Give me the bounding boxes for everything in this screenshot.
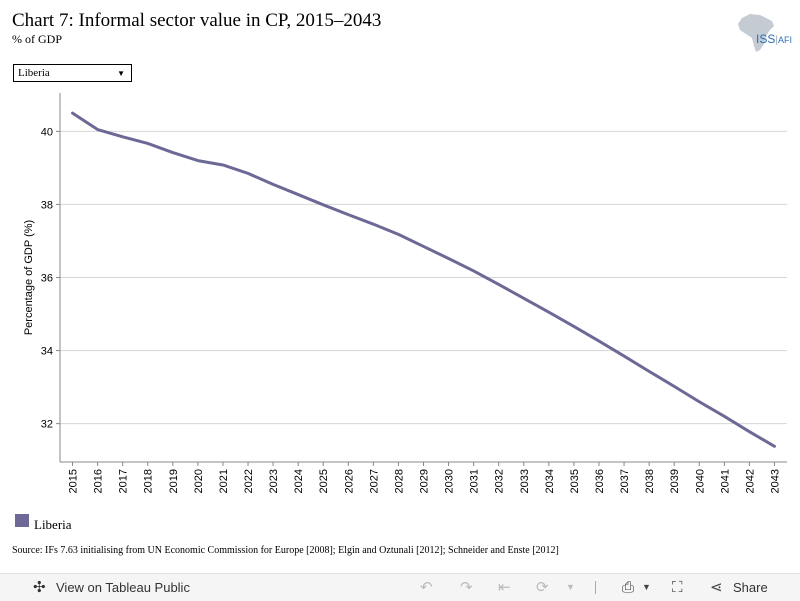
x-tick-label: 2030 xyxy=(444,469,456,493)
y-tick-label: 38 xyxy=(41,199,53,211)
chart-title: Chart 7: Informal sector value in CP, 20… xyxy=(12,10,382,31)
series-lines xyxy=(71,111,776,448)
legend-label: Liberia xyxy=(34,517,72,532)
fullscreen-icon[interactable]: ⛶ xyxy=(672,579,683,596)
y-tick-label: 34 xyxy=(41,346,53,358)
x-tick-label: 2031 xyxy=(469,469,481,493)
revert-icon[interactable]: ⇤ xyxy=(498,579,511,596)
download-icon[interactable]: ⎙ xyxy=(622,579,635,596)
africa-map-icon xyxy=(738,14,774,52)
redo-icon[interactable]: ↷ xyxy=(460,579,473,596)
x-tick-label: 2037 xyxy=(619,469,631,493)
x-tick-label: 2019 xyxy=(168,469,180,493)
share-icon[interactable]: ⋖ xyxy=(710,579,723,596)
x-tick-label: 2016 xyxy=(93,469,105,493)
x-tick-label: 2040 xyxy=(694,469,706,493)
download-menu-chevron-icon[interactable]: ▼ xyxy=(642,582,651,592)
x-tick-label: 2035 xyxy=(569,469,581,493)
x-tick-label: 2018 xyxy=(143,469,155,493)
country-filter-dropdown[interactable]: Liberia ▼ xyxy=(13,64,132,82)
chevron-down-icon: ▼ xyxy=(117,69,125,78)
source-note: Source: IFs 7.63 initialising from UN Ec… xyxy=(12,545,559,556)
x-tick-label: 2015 xyxy=(68,469,80,493)
x-tick-label: 2033 xyxy=(519,469,531,493)
x-tick-label: 2029 xyxy=(419,469,431,493)
x-tick-label: 2038 xyxy=(644,469,656,493)
logo-iss: ISS xyxy=(756,32,775,46)
x-tick-label: 2023 xyxy=(268,469,280,493)
x-tick-label: 2028 xyxy=(393,469,405,493)
x-tick-label: 2041 xyxy=(719,469,731,493)
y-tick-label: 36 xyxy=(41,273,53,285)
x-tick-label: 2043 xyxy=(769,469,781,493)
x-tick-label: 2032 xyxy=(494,469,506,493)
x-tick-label: 2039 xyxy=(669,469,681,493)
logo-text: ISS|AFI xyxy=(756,32,792,46)
x-tick-label: 2022 xyxy=(243,469,255,493)
y-tick-label: 40 xyxy=(41,126,53,138)
x-tick-label: 2026 xyxy=(343,469,355,493)
x-axis-ticks: 2015 2016 2017 2018 2019 2020 2021 2022 2023 2024… xyxy=(68,462,781,493)
tableau-toolbar: ✣ View on Tableau Public ↶ ↷ ⇤ ⟳ ▼ ⎙ ▼ ⛶… xyxy=(0,573,800,601)
toolbar-divider xyxy=(595,581,596,594)
y-axis-label: Percentage of GDP (%) xyxy=(23,220,35,335)
logo-divider: | xyxy=(775,35,778,46)
x-tick-label: 2021 xyxy=(218,469,230,493)
country-filter-value: Liberia xyxy=(18,67,50,79)
x-tick-label: 2042 xyxy=(744,469,756,493)
x-tick-label: 2024 xyxy=(293,469,305,493)
x-tick-label: 2034 xyxy=(544,469,556,493)
tableau-logo-icon[interactable]: ✣ xyxy=(33,579,46,596)
x-tick-label: 2036 xyxy=(594,469,606,493)
y-axis-ticks: 32 34 36 38 40 xyxy=(41,126,60,431)
refresh-menu-chevron-icon[interactable]: ▼ xyxy=(566,582,575,592)
undo-icon[interactable]: ↶ xyxy=(420,579,433,596)
view-on-tableau-link[interactable]: View on Tableau Public xyxy=(56,580,190,595)
legend-swatch xyxy=(15,514,29,527)
share-button[interactable]: Share xyxy=(733,580,768,595)
x-tick-label: 2020 xyxy=(193,469,205,493)
x-tick-label: 2017 xyxy=(118,469,130,493)
iss-afi-logo: ISS|AFI xyxy=(738,14,792,52)
refresh-icon[interactable]: ⟳ xyxy=(536,579,549,596)
chart-subtitle: % of GDP xyxy=(12,32,62,46)
gridlines xyxy=(60,130,787,425)
x-tick-label: 2025 xyxy=(318,469,330,493)
series-line-liberia[interactable] xyxy=(71,111,776,448)
x-tick-label: 2027 xyxy=(368,469,380,493)
logo-afi: AFI xyxy=(778,35,792,45)
y-tick-label: 32 xyxy=(41,419,53,431)
